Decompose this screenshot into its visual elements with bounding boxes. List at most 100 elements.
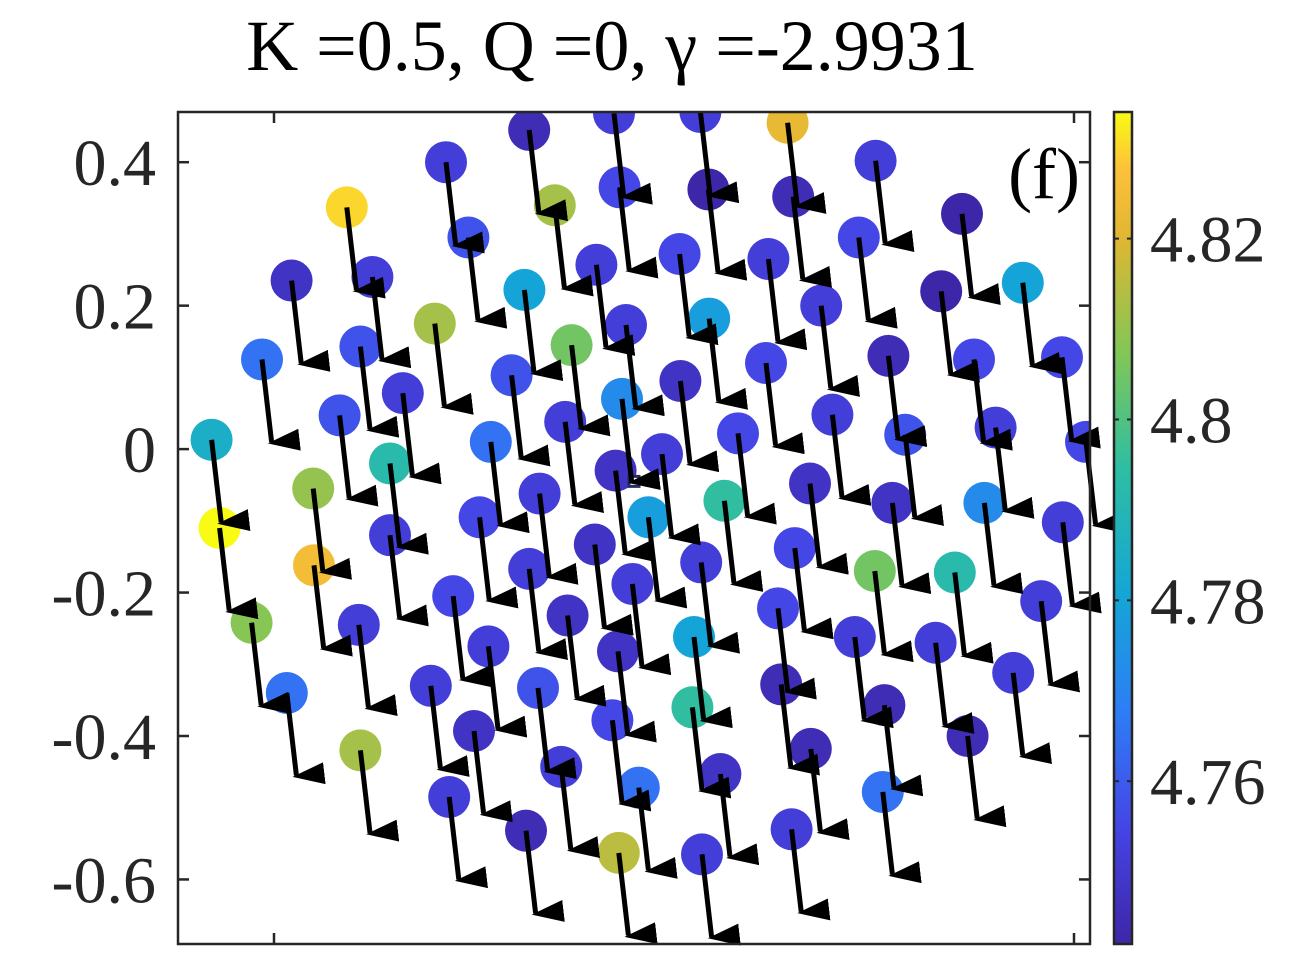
spin-arrow: [488, 441, 530, 534]
spin-arrow: [617, 187, 659, 279]
spin-arrow: [677, 253, 719, 346]
spin-arrow: [789, 828, 831, 921]
spin-arrow: [619, 398, 661, 491]
spin-arrow: [873, 160, 915, 252]
x-axis-ticks: [272, 112, 1076, 944]
spin-arrow: [659, 453, 701, 546]
colorbar-tick-label: 4.76: [1150, 746, 1266, 819]
spin-arrow: [785, 122, 827, 214]
spin-arrow: [629, 583, 672, 676]
y-tick-label: -0.2: [52, 558, 156, 631]
spin-arrow: [387, 463, 429, 555]
data-point: [490, 354, 533, 397]
spin-arrow: [808, 748, 850, 841]
spin-arrow: [615, 651, 657, 743]
spin-arrow: [526, 129, 568, 222]
spin-arrow: [609, 719, 652, 812]
spin-arrow: [775, 608, 817, 700]
spin-arrow: [965, 735, 1007, 828]
spin-arrow: [705, 189, 748, 281]
spin-arrow: [792, 547, 834, 640]
y-tick-label: -0.6: [52, 844, 156, 917]
y-tick-label: 0.2: [74, 271, 157, 344]
y-axis-tick-labels: 0.4 0.2 0 -0.2 -0.4 -0.6: [52, 127, 156, 917]
spin-arrow: [523, 830, 565, 922]
colorbar: 4.82 4.8 4.78 4.76: [1112, 110, 1266, 946]
spin-arrow: [902, 434, 944, 526]
spin-arrow: [509, 374, 551, 467]
spin-arrow: [450, 595, 492, 688]
spin-arrow: [521, 289, 564, 382]
spin-arrow: [623, 324, 665, 417]
y-tick-label: -0.4: [52, 701, 156, 774]
data-point: [992, 651, 1035, 694]
spin-arrow: [369, 276, 412, 369]
spin-arrow: [763, 362, 805, 455]
spin-arrow: [699, 854, 741, 946]
spin-arrow: [344, 207, 386, 299]
spin-arrow: [592, 544, 634, 636]
spin-arrow: [829, 414, 872, 506]
spin-arrow: [526, 568, 568, 661]
spin-arrow: [952, 572, 994, 664]
spin-arrow: [562, 421, 604, 514]
spin-arrow: [881, 704, 924, 797]
spin-arrow: [880, 791, 922, 884]
spin-arrow: [818, 305, 860, 397]
spin-arrow: [778, 684, 820, 776]
spin-arrow: [552, 204, 594, 297]
spin-arrow: [1020, 282, 1062, 374]
spin-arrow: [357, 346, 400, 438]
spin-arrow: [993, 427, 1035, 519]
spin-arrow: [1060, 521, 1102, 614]
spin-arrow: [885, 355, 928, 448]
spin-arrow: [689, 707, 732, 799]
spin-arrow: [677, 380, 720, 473]
spin-arrow: [691, 636, 733, 729]
spin-arrow: [872, 570, 914, 663]
spin-arrow: [807, 483, 849, 575]
spin-arrow: [387, 534, 429, 627]
colorbar-tick-label: 4.78: [1150, 565, 1266, 638]
spin-arrow: [721, 500, 764, 592]
spin-arrow: [569, 344, 611, 437]
spin-arrow: [465, 237, 508, 329]
spin-arrow: [432, 323, 474, 415]
spin-arrow: [477, 516, 519, 609]
spin-arrow: [765, 258, 808, 351]
spin-arrow: [636, 787, 678, 879]
spin-arrow: [311, 565, 353, 657]
spin-arrow: [428, 685, 470, 777]
spin-arrow: [959, 213, 1001, 306]
spin-arrow: [593, 264, 636, 356]
spin-arrow: [289, 280, 331, 372]
spin-arrow: [356, 624, 398, 716]
spin-arrow: [1038, 600, 1080, 693]
spin-arrow: [558, 766, 600, 859]
spin-arrow: [698, 562, 740, 654]
plot-area: 0.4 0.2 0 -0.2 -0.4 -0.6 (f): [52, 110, 1125, 946]
spin-arrow: [971, 359, 1013, 451]
spin-arrow: [249, 622, 291, 714]
colorbar-tick-label: 4.82: [1150, 204, 1266, 277]
spin-arrow: [706, 318, 748, 410]
spin-arrow: [400, 392, 442, 485]
spin-arrow: [357, 750, 400, 842]
spin-arrow: [217, 527, 259, 620]
spin-arrow: [613, 470, 655, 562]
spin-arrow: [1010, 672, 1052, 765]
spin-arrow: [1059, 357, 1101, 449]
spin-arrow: [446, 796, 488, 889]
spin-arrow: [616, 852, 658, 945]
colorbar-gradient: [1112, 110, 1134, 946]
spin-arrow: [790, 196, 832, 288]
spin-arrow: [535, 687, 577, 780]
spin-arrow: [856, 237, 898, 329]
chart-title: K =0.5, Q =0, γ =-2.9931: [246, 6, 978, 86]
arrow-layer: [209, 111, 1125, 946]
spin-arrow: [717, 773, 760, 866]
spin-arrow: [310, 488, 352, 580]
spin-arrow: [852, 636, 894, 729]
plot-frame: [176, 110, 1092, 946]
